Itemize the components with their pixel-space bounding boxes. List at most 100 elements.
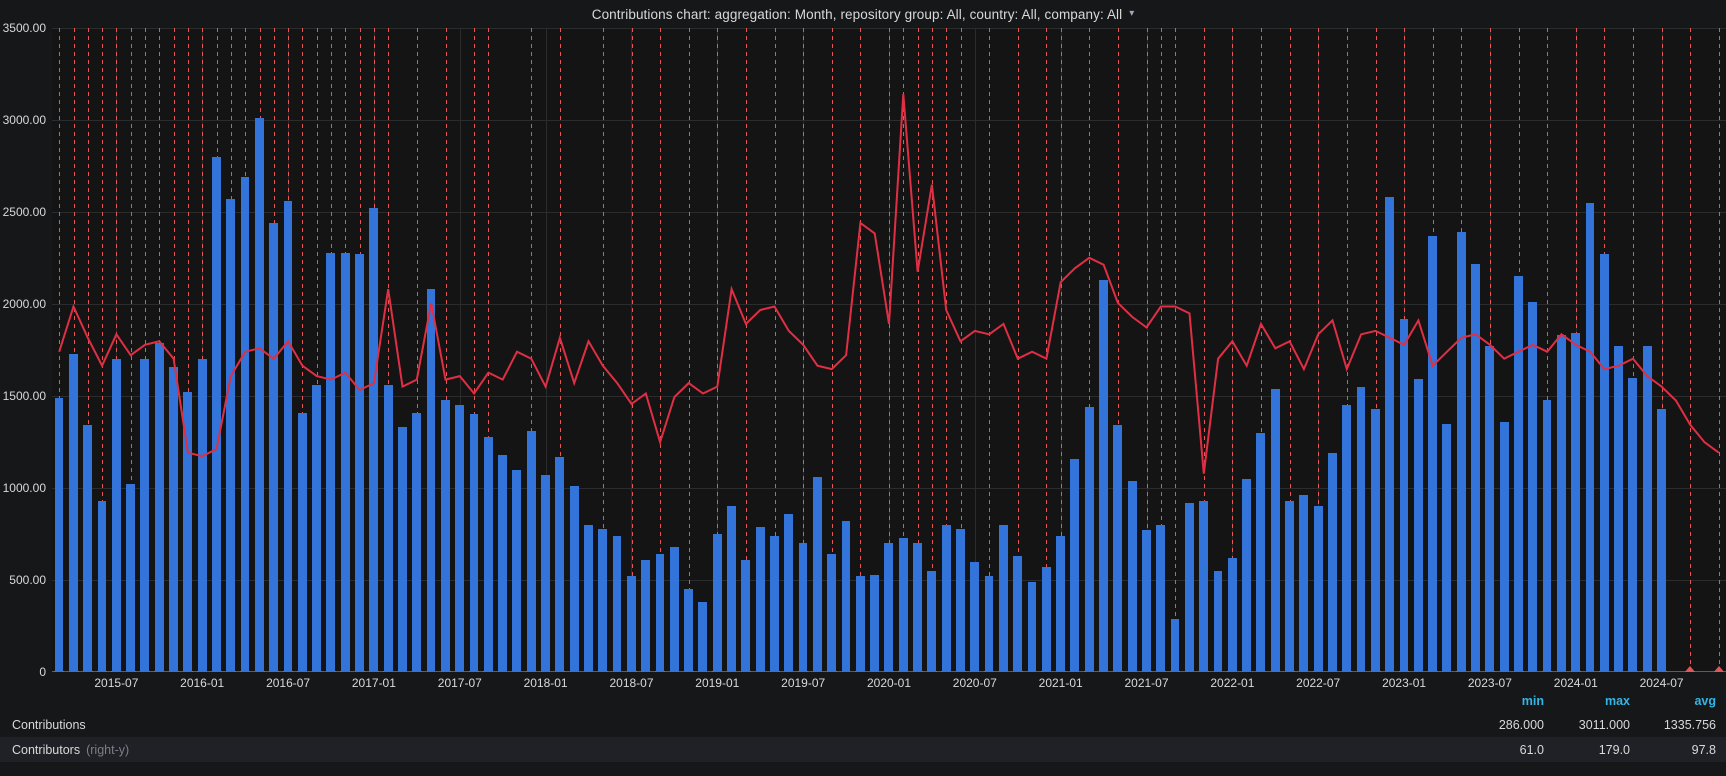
bar[interactable] bbox=[1342, 405, 1352, 672]
annotation-line[interactable] bbox=[187, 28, 189, 672]
bar[interactable] bbox=[913, 543, 922, 672]
bar[interactable] bbox=[1413, 379, 1423, 672]
bar[interactable] bbox=[641, 559, 651, 672]
annotation-line[interactable] bbox=[202, 28, 204, 672]
bar[interactable] bbox=[97, 500, 107, 672]
annotation-line[interactable] bbox=[1146, 28, 1148, 672]
annotation-line[interactable] bbox=[116, 28, 118, 672]
annotation-line[interactable] bbox=[631, 28, 633, 672]
bar[interactable] bbox=[712, 534, 722, 672]
bar[interactable] bbox=[254, 118, 264, 672]
annotation-marker-icon[interactable] bbox=[1712, 666, 1725, 672]
bar[interactable] bbox=[1070, 458, 1080, 672]
annotation-line[interactable] bbox=[1060, 28, 1062, 672]
annotation-line[interactable] bbox=[1261, 28, 1262, 672]
annotation-line[interactable] bbox=[774, 28, 776, 672]
bar[interactable] bbox=[1456, 232, 1466, 672]
bar[interactable] bbox=[1514, 276, 1523, 672]
bar[interactable] bbox=[83, 425, 93, 672]
bar[interactable] bbox=[126, 484, 135, 672]
annotation-line[interactable] bbox=[1661, 28, 1663, 672]
bar[interactable] bbox=[884, 543, 894, 672]
annotation-line[interactable] bbox=[1718, 28, 1720, 672]
bar[interactable] bbox=[555, 456, 565, 672]
bar[interactable] bbox=[798, 543, 808, 672]
bar[interactable] bbox=[169, 366, 178, 672]
bar[interactable] bbox=[1385, 197, 1395, 672]
bar[interactable] bbox=[512, 469, 522, 672]
annotation-line[interactable] bbox=[559, 28, 561, 672]
annotation-line[interactable] bbox=[602, 28, 604, 672]
bar[interactable] bbox=[1213, 570, 1223, 672]
bar[interactable] bbox=[984, 576, 994, 672]
bar[interactable] bbox=[154, 342, 164, 672]
bar[interactable] bbox=[727, 506, 736, 672]
annotation-line[interactable] bbox=[102, 28, 104, 672]
bar[interactable] bbox=[1657, 408, 1666, 672]
annotation-line[interactable] bbox=[946, 28, 948, 672]
plot-canvas[interactable] bbox=[52, 28, 1726, 672]
annotation-line[interactable] bbox=[931, 28, 933, 672]
bar[interactable] bbox=[412, 412, 422, 672]
annotation-line[interactable] bbox=[416, 28, 418, 672]
annotation-line[interactable] bbox=[860, 28, 862, 672]
annotation-line[interactable] bbox=[660, 28, 662, 672]
bar[interactable] bbox=[197, 359, 207, 672]
bar[interactable] bbox=[1542, 399, 1552, 672]
bar[interactable] bbox=[355, 254, 364, 672]
annotation-line[interactable] bbox=[903, 28, 905, 672]
bar[interactable] bbox=[1156, 524, 1166, 672]
bar[interactable] bbox=[140, 359, 150, 672]
annotation-line[interactable] bbox=[803, 28, 805, 672]
bar[interactable] bbox=[1642, 346, 1652, 672]
bar[interactable] bbox=[755, 526, 765, 672]
bar[interactable] bbox=[698, 602, 708, 672]
bar[interactable] bbox=[1041, 567, 1051, 672]
annotation-line[interactable] bbox=[1175, 28, 1177, 672]
bar[interactable] bbox=[870, 574, 879, 672]
bar[interactable] bbox=[669, 546, 679, 672]
bar[interactable] bbox=[1056, 535, 1065, 672]
bar[interactable] bbox=[440, 399, 450, 672]
bar[interactable] bbox=[426, 289, 436, 672]
bar[interactable] bbox=[297, 412, 307, 672]
bar[interactable] bbox=[1013, 556, 1023, 672]
bar[interactable] bbox=[941, 524, 951, 672]
bar[interactable] bbox=[1471, 263, 1480, 672]
chevron-down-icon[interactable]: ▾ bbox=[1129, 7, 1135, 19]
annotation-line[interactable] bbox=[1289, 28, 1291, 672]
bar[interactable] bbox=[927, 570, 937, 672]
bar[interactable] bbox=[626, 576, 636, 672]
annotation-line[interactable] bbox=[1089, 28, 1091, 672]
bar[interactable] bbox=[1113, 425, 1123, 672]
bar[interactable] bbox=[1585, 202, 1595, 672]
bar[interactable] bbox=[312, 385, 321, 672]
annotation-line[interactable] bbox=[1318, 28, 1320, 672]
annotation-line[interactable] bbox=[717, 28, 719, 672]
annotation-line[interactable] bbox=[960, 28, 962, 672]
bar[interactable] bbox=[226, 199, 236, 672]
bar[interactable] bbox=[383, 385, 393, 672]
bar[interactable] bbox=[1628, 377, 1638, 672]
bar[interactable] bbox=[54, 397, 64, 672]
annotation-line[interactable] bbox=[1633, 28, 1634, 672]
annotation-line[interactable] bbox=[445, 28, 447, 672]
bar[interactable] bbox=[612, 535, 622, 672]
bar[interactable] bbox=[598, 528, 608, 672]
bar[interactable] bbox=[1256, 432, 1266, 672]
bar[interactable] bbox=[111, 359, 121, 672]
bar[interactable] bbox=[1614, 346, 1623, 672]
bar[interactable] bbox=[970, 561, 980, 672]
bar[interactable] bbox=[584, 524, 593, 672]
annotation-line[interactable] bbox=[1160, 28, 1162, 672]
annotation-marker-icon[interactable] bbox=[1684, 666, 1697, 672]
bar[interactable] bbox=[68, 353, 78, 672]
annotation-line[interactable] bbox=[1232, 28, 1234, 672]
bar[interactable] bbox=[541, 475, 550, 672]
bar[interactable] bbox=[326, 252, 336, 672]
annotation-line[interactable] bbox=[1117, 28, 1119, 672]
bar[interactable] bbox=[283, 201, 293, 672]
bar[interactable] bbox=[1370, 408, 1380, 672]
bar[interactable] bbox=[1227, 557, 1237, 672]
bar[interactable] bbox=[1127, 480, 1137, 672]
